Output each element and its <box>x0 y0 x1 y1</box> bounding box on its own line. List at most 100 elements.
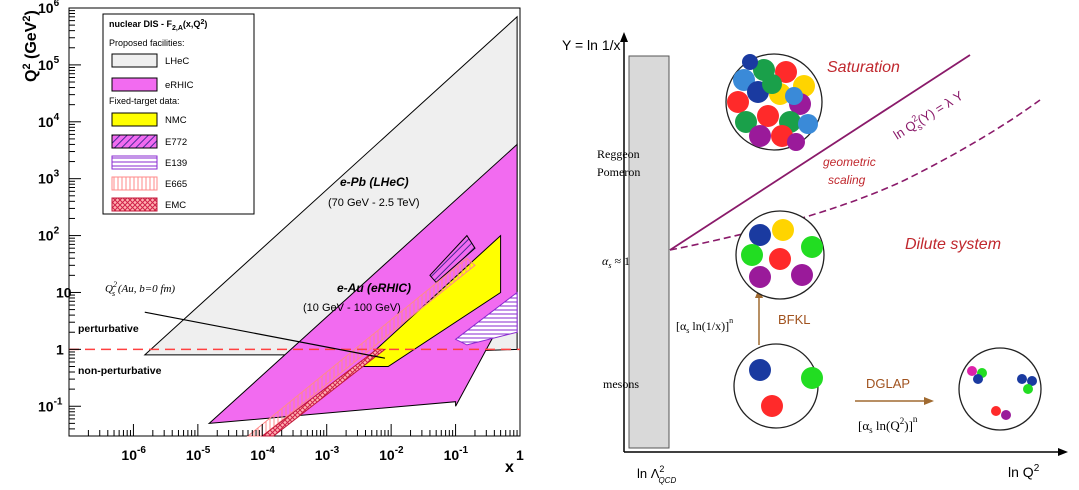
region-e139 <box>454 291 518 346</box>
x-tick-label: 10-4 <box>250 445 275 463</box>
saturation-label: Saturation <box>827 59 900 76</box>
parton <box>741 244 763 266</box>
parton <box>991 406 1001 416</box>
kinematic-regions <box>69 15 520 437</box>
epb-energy: (70 GeV - 2.5 TeV) <box>328 197 420 209</box>
lambda-qcd-label: ln Λ2 QCD <box>637 464 676 485</box>
parton <box>749 125 771 147</box>
dilute-nucleus <box>735 210 825 300</box>
parton <box>749 266 771 288</box>
region-e665 <box>246 257 476 437</box>
nuclear-dis-chart: 10-6 10-5 10-4 10-3 10-2 10-1 110-110110210310… <box>21 0 524 476</box>
y-axis-label: Q2 (GeV2) <box>21 10 40 82</box>
legend-entry-e665: E665 <box>111 176 187 191</box>
legend-label: E772 <box>165 137 187 148</box>
legend-entry-e139: E139 <box>111 155 187 170</box>
reggeon-label: Reggeon <box>597 147 640 161</box>
epb-label: e-Pb (LHeC) <box>340 175 409 189</box>
scaling-label: scaling <box>828 173 866 187</box>
bfkl-formula: [αs ln(1/x)]n <box>676 316 733 335</box>
legend-entry-lhec: LHeC <box>111 53 189 68</box>
y-tick-label: 103 <box>38 169 60 187</box>
legend-label: LHeC <box>165 56 189 67</box>
x-axis-arrow <box>1058 448 1068 456</box>
parton-pictures <box>725 53 1042 431</box>
proton-high <box>958 347 1042 431</box>
parton <box>775 61 797 83</box>
y-tick-label: 106 <box>38 0 60 16</box>
qs-annotation: Q2 s (Au, b=0 fm) <box>105 280 175 298</box>
proton-low <box>733 343 823 429</box>
parton <box>762 74 782 94</box>
x-tick-label: 1 <box>516 447 524 463</box>
qs-line <box>144 311 386 359</box>
parton <box>772 219 794 241</box>
dglap-arrow-head <box>924 397 934 405</box>
parton <box>769 248 791 270</box>
parton <box>749 224 771 246</box>
parton <box>967 366 977 376</box>
y-tick-label: 102 <box>38 226 60 244</box>
y-tick-label: 10 <box>56 284 72 300</box>
legend-entry-emc: EMC <box>111 197 186 212</box>
bfkl-label: BFKL <box>778 312 811 327</box>
y-tick-label: 1 <box>56 341 64 357</box>
y-axis-label: Y = ln 1/x <box>562 37 621 53</box>
x-tick-label: 10-3 <box>315 445 340 463</box>
parton <box>1027 376 1037 386</box>
eau-label: e-Au (eRHIC) <box>337 281 411 295</box>
x-axis-label: ln Q2 <box>1008 463 1040 480</box>
saturation-scale-formula: ln Q2s(Y) = λ Y <box>890 86 968 145</box>
perturbative-label: perturbative <box>78 323 139 335</box>
legend-group-proposed: Proposed facilities: <box>109 38 185 48</box>
legend-group-fixed: Fixed-target data: <box>109 96 180 106</box>
y-tick-label: 10-1 <box>38 396 63 414</box>
dglap-formula: [αs ln(Q2)]n <box>858 414 918 435</box>
parton <box>1023 384 1033 394</box>
parton <box>973 374 983 384</box>
legend-entry-erhic: eRHIC <box>111 77 194 92</box>
parton <box>749 359 771 381</box>
parton <box>801 367 823 389</box>
x-axis-label: x <box>505 459 514 476</box>
dilute-system-label: Dilute system <box>905 236 1001 253</box>
y-axis-arrow <box>620 32 628 42</box>
geometric-label: geometric <box>823 155 876 169</box>
x-tick-label: 10-6 <box>121 445 146 463</box>
parton <box>787 133 805 151</box>
parton <box>801 236 823 258</box>
region-e772 <box>429 234 476 284</box>
non-perturbative-band <box>628 55 670 449</box>
legend-label: E139 <box>165 158 187 169</box>
parton <box>1001 410 1011 420</box>
parton <box>742 54 758 70</box>
parton <box>761 395 783 417</box>
legend: nuclear DIS - F2,A(x,Q2) Proposed facili… <box>102 13 255 215</box>
pomeron-label: Pomeron <box>597 165 640 179</box>
parton <box>735 111 757 133</box>
dglap-label: DGLAP <box>866 376 910 391</box>
parton <box>727 91 749 113</box>
parton <box>757 105 779 127</box>
axis-ticks: 10-6 10-5 10-4 10-3 10-2 10-1 110-110110210310… <box>38 0 524 463</box>
parton <box>798 114 818 134</box>
legend-label: E665 <box>165 179 187 190</box>
x-tick-label: 10-2 <box>379 445 404 463</box>
saturated-nucleus <box>725 53 823 151</box>
legend-entry-e772: E772 <box>111 134 187 149</box>
y-tick-label: 104 <box>38 112 60 130</box>
parton <box>785 87 803 105</box>
non-perturbative-label: non-perturbative <box>78 365 162 377</box>
parton <box>791 264 813 286</box>
legend-label: NMC <box>165 115 187 126</box>
legend-entry-nmc: NMC <box>111 112 187 127</box>
legend-label: eRHIC <box>165 80 194 91</box>
region-emc <box>260 348 387 437</box>
y-tick-label: 105 <box>38 55 60 73</box>
saturation-line <box>669 54 971 251</box>
x-tick-label: 10-1 <box>444 445 469 463</box>
legend-label: EMC <box>165 200 186 211</box>
mesons-label: mesons <box>603 377 639 391</box>
